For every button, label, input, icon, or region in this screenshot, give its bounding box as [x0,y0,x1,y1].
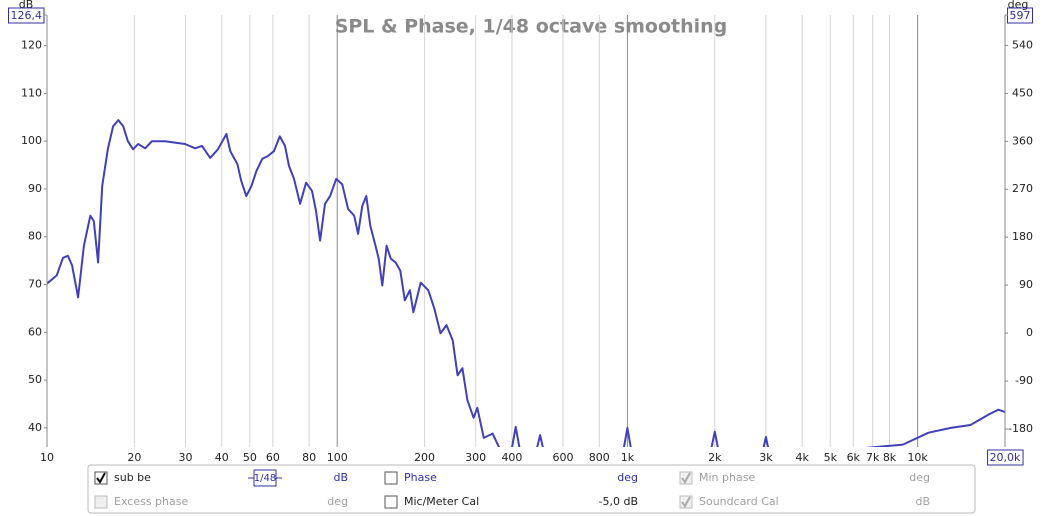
y-tick-label: 40 [28,421,42,434]
x-tick-label: 10 [40,451,54,464]
y-tick-label: 126,4 [11,9,43,22]
control-label: Soundcard Cal [699,495,779,508]
y2-tick-label: 597 [1010,9,1031,22]
checkmark [681,472,691,484]
control-label[interactable]: sub be [114,471,151,484]
x-tick-label: 5k [824,451,838,464]
y2-axis-label: deg [1008,0,1029,11]
x-tick-label: 3k [759,451,773,464]
x-tick-label: 2k [708,451,722,464]
control-unit: deg [327,495,348,508]
x-tick-label: 40 [215,451,229,464]
x-tick-label: 80 [302,451,316,464]
y2-tick-label: -90 [1015,374,1033,387]
x-tick-label: 20,0k [990,451,1021,464]
control-unit: deg [617,471,638,484]
x-tick-label: 60 [266,451,280,464]
checkbox [94,495,108,509]
y2-tick-label: 360 [1012,134,1033,147]
control-label: Min phase [699,471,755,484]
x-tick-label: 7k [866,451,880,464]
smoothing-label[interactable]: 1/48 [254,473,276,484]
x-tick-label: 200 [414,451,435,464]
x-tick-label: 8k [883,451,897,464]
control-unit: -5,0 dB [599,495,639,508]
x-tick-label: 4k [795,451,809,464]
x-tick-label: 10k [907,451,928,464]
y2-tick-label: 450 [1012,86,1033,99]
label-box [987,449,1024,466]
y2-tick-label: 0 [1026,326,1033,339]
y2-tick-label: 90 [1019,278,1033,291]
control-label[interactable]: Mic/Meter Cal [404,495,479,508]
x-tick-label: 300 [465,451,486,464]
y2-tick-label: 540 [1012,38,1033,51]
y2-tick-label: -180 [1008,422,1033,435]
control-panel [87,464,976,514]
checkbox[interactable] [384,471,398,485]
checkmark [681,496,691,508]
x-tick-label: 600 [553,451,574,464]
y-tick-label: 80 [28,230,42,243]
y2-tick-label: 270 [1012,182,1033,195]
x-tick-label: 50 [243,451,257,464]
x-tick-label: 20 [127,451,141,464]
x-tick-label: 100 [327,451,348,464]
y-tick-label: 90 [28,182,42,195]
y-tick-label: 60 [28,325,42,338]
x-tick-label: 1k [621,451,635,464]
chart-title: SPL & Phase, 1/48 octave smoothing [335,16,728,38]
y-axis-label: dB [19,0,34,11]
x-tick-label: 800 [589,451,610,464]
checkbox[interactable] [384,495,398,509]
y-tick-label: 110 [21,86,42,99]
y-tick-label: 50 [28,373,42,386]
x-tick-label: 400 [501,451,522,464]
checkmark [96,472,106,484]
control-unit: deg [909,471,930,484]
y-tick-label: 100 [21,134,42,147]
control-label: Excess phase [114,495,188,508]
spl-line [47,119,1005,447]
y-tick-label: 70 [28,278,42,291]
x-tick-label: 6k [847,451,861,464]
x-tick-label: 30 [178,451,192,464]
control-label[interactable]: Phase [404,471,437,484]
control-unit: dB [915,495,930,508]
control-unit: dB [333,471,348,484]
y-tick-label: 120 [21,39,42,52]
y2-tick-label: 180 [1012,230,1033,243]
smoothing-box[interactable] [253,469,277,487]
